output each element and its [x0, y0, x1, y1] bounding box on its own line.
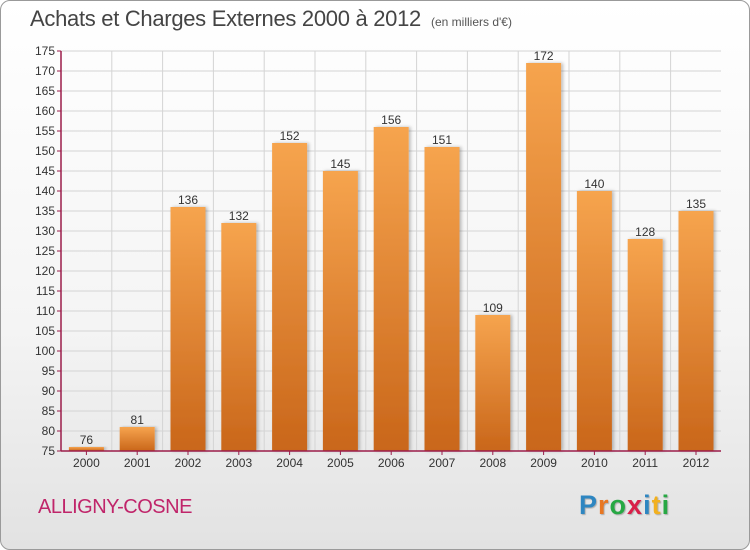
- bar: [272, 143, 308, 451]
- bar-value-label: 151: [432, 133, 452, 147]
- logo-letter: i: [643, 490, 652, 520]
- logo-letter: i: [661, 490, 671, 520]
- y-tick-label: 165: [35, 84, 55, 98]
- bar-value-label: 135: [686, 197, 706, 211]
- x-tick-label: 2002: [175, 456, 202, 470]
- y-tick-label: 125: [35, 244, 55, 258]
- y-tick-label: 145: [35, 164, 55, 178]
- logo-letter: o: [609, 490, 628, 520]
- bar: [221, 223, 257, 451]
- x-tick-label: 2011: [632, 456, 658, 470]
- x-tick-label: 2004: [276, 456, 303, 470]
- y-tick-label: 150: [35, 144, 55, 158]
- y-tick-label: 120: [35, 264, 55, 278]
- y-tick-label: 80: [42, 424, 56, 438]
- logo-letter: P: [579, 490, 599, 520]
- proxiti-logo: Proxiti: [579, 490, 670, 521]
- bar: [373, 127, 409, 451]
- x-tick-label: 2007: [429, 456, 456, 470]
- bar-value-label: 156: [381, 113, 401, 127]
- bar-value-label: 81: [131, 413, 145, 427]
- bar: [119, 427, 155, 451]
- x-tick-label: 2008: [479, 456, 506, 470]
- y-tick-label: 130: [35, 224, 55, 238]
- chart-unit-label: (en milliers d'€): [430, 15, 512, 29]
- bar-value-label: 145: [330, 157, 350, 171]
- x-tick-label: 2009: [530, 456, 557, 470]
- x-tick-label: 2001: [124, 456, 151, 470]
- bar-value-label: 109: [483, 301, 503, 315]
- x-tick-label: 2005: [327, 456, 354, 470]
- y-tick-label: 155: [35, 124, 55, 138]
- bars: 76 81 136 132 152 145 156 151 109 172 140 128 135: [68, 49, 714, 451]
- y-tick-label: 90: [42, 384, 56, 398]
- y-tick-label: 100: [35, 344, 55, 358]
- y-tick-label: 135: [35, 204, 55, 218]
- x-tick-label: 2003: [225, 456, 252, 470]
- y-tick-label: 95: [42, 364, 56, 378]
- y-tick-label: 115: [36, 284, 55, 298]
- commune-name: ALLIGNY-COSNE: [38, 496, 192, 518]
- chart-title-text: Achats et Charges Externes 2000 à 2012: [30, 6, 421, 31]
- bar-value-label: 172: [534, 49, 554, 63]
- y-tick-label: 160: [35, 104, 55, 118]
- x-tick-label: 2000: [73, 456, 100, 470]
- y-tick-label: 75: [42, 444, 56, 458]
- bar-value-label: 76: [80, 433, 94, 447]
- logo-letter: t: [651, 490, 662, 520]
- y-tick-label: 85: [42, 404, 56, 418]
- bar: [475, 315, 511, 451]
- axes: 75 80 85 90 95 100 105 110 115 120 125 130 135 140 145…: [35, 44, 721, 470]
- x-tick-label: 2006: [378, 456, 405, 470]
- bar-value-label: 140: [584, 177, 604, 191]
- y-tick-label: 110: [36, 304, 55, 318]
- bar: [322, 171, 358, 451]
- y-tick-label: 175: [35, 44, 55, 58]
- bar: [627, 239, 663, 451]
- bar: [576, 191, 612, 451]
- y-tick-label: 105: [35, 324, 55, 338]
- bar-value-label: 128: [635, 225, 655, 239]
- logo-letter: x: [627, 490, 644, 520]
- bar-value-label: 136: [178, 193, 198, 207]
- bar-value-label: 132: [229, 209, 249, 223]
- bar: [68, 447, 104, 451]
- bar: [678, 211, 714, 451]
- bar: [424, 147, 460, 451]
- x-tick-label: 2010: [581, 456, 608, 470]
- chart-title: Achats et Charges Externes 2000 à 2012 (e…: [30, 6, 512, 32]
- bar: [526, 63, 562, 451]
- y-tick-label: 170: [35, 64, 55, 78]
- bar-value-label: 152: [280, 129, 300, 143]
- y-tick-label: 140: [35, 184, 55, 198]
- x-tick-label: 2012: [683, 456, 710, 470]
- bar: [170, 207, 206, 451]
- logo-letter: r: [598, 490, 610, 520]
